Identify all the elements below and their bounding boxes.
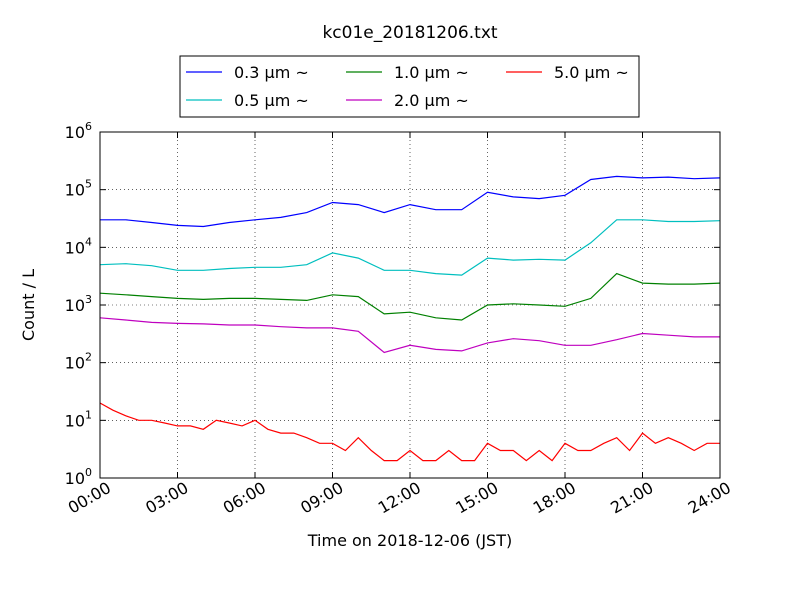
y-tick-label: 100 — [65, 466, 92, 488]
series-line-4 — [99, 402, 720, 462]
x-tick-label: 18:00 — [530, 478, 579, 518]
x-tick-label: 12:00 — [375, 478, 424, 518]
y-axis-label: Count / L — [19, 269, 38, 341]
x-tick-label: 21:00 — [607, 478, 656, 518]
legend-label-4: 5.0 μm ~ — [554, 63, 629, 82]
axis-ticks: 00:00 03:00 06:00 09:00 12:00 15:00 18:00 21:00… — [65, 120, 734, 518]
y-tick-label: 101 — [65, 408, 92, 430]
series-line-0 — [100, 175, 721, 228]
x-tick-label: 15:00 — [452, 478, 501, 518]
y-tick-label: 105 — [65, 178, 92, 200]
y-tick-label: 104 — [65, 235, 92, 257]
x-tick-label: 09:00 — [297, 478, 346, 518]
x-axis-label: Time on 2018-12-06 (JST) — [307, 531, 512, 550]
series-line-3 — [99, 317, 720, 354]
x-tick-label: 24:00 — [685, 478, 734, 518]
y-tick-label: 106 — [65, 120, 92, 142]
series-line-2 — [99, 272, 721, 321]
y-tick-label: 103 — [65, 293, 92, 315]
x-tick-label: 03:00 — [142, 478, 191, 518]
x-tick-label: 06:00 — [220, 478, 269, 518]
legend-label-3: 2.0 μm ~ — [394, 91, 469, 110]
legend-box — [179, 55, 640, 118]
plot-lines — [99, 175, 721, 462]
chart-title: kc01e_20181206.txt — [322, 23, 497, 43]
legend-label-0: 0.3 μm ~ — [234, 63, 309, 82]
series-line-1 — [99, 219, 721, 276]
legend-label-2: 1.0 μm ~ — [394, 63, 469, 82]
legend: 0.3 μm ~ 0.5 μm ~ 1.0 μm ~ 2.0 μm ~ 5.0 μm ~ — [179, 55, 640, 118]
legend-label-1: 0.5 μm ~ — [234, 91, 309, 110]
y-tick-label: 102 — [65, 351, 92, 373]
